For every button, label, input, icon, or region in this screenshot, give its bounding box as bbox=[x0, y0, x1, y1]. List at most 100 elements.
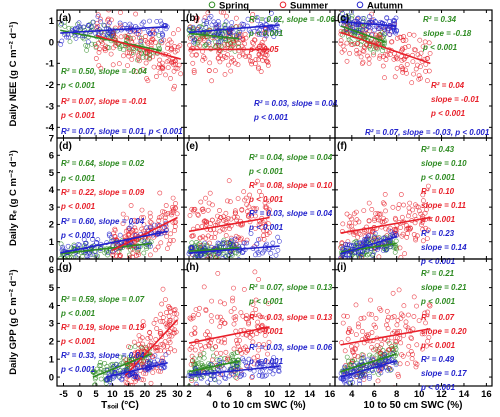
data-point bbox=[372, 231, 378, 236]
data-point bbox=[263, 29, 269, 35]
data-point bbox=[339, 241, 345, 247]
data-point bbox=[198, 242, 204, 248]
data-point bbox=[96, 50, 102, 55]
data-point bbox=[104, 31, 110, 37]
data-point bbox=[168, 346, 174, 352]
data-point bbox=[229, 55, 235, 61]
data-point bbox=[97, 27, 102, 33]
data-point bbox=[155, 347, 161, 353]
data-point bbox=[144, 225, 150, 231]
data-point bbox=[233, 374, 239, 380]
data-point bbox=[411, 314, 417, 319]
data-point bbox=[196, 25, 201, 31]
data-point bbox=[147, 210, 153, 216]
data-point bbox=[339, 49, 345, 55]
data-point bbox=[387, 52, 393, 57]
data-point bbox=[257, 236, 263, 242]
data-point bbox=[262, 55, 268, 61]
data-point bbox=[167, 238, 173, 243]
data-point bbox=[244, 332, 250, 338]
data-point bbox=[147, 224, 153, 230]
data-point bbox=[208, 13, 214, 19]
data-point bbox=[110, 62, 116, 68]
data-point bbox=[127, 21, 133, 27]
data-point bbox=[148, 214, 153, 220]
data-point bbox=[222, 22, 228, 28]
data-point bbox=[195, 312, 201, 317]
data-point bbox=[399, 352, 404, 358]
data-point bbox=[145, 335, 151, 341]
data-point bbox=[215, 270, 221, 276]
data-point bbox=[133, 360, 139, 366]
data-point bbox=[241, 240, 247, 246]
x-tick-label: 5 bbox=[93, 389, 99, 400]
data-point bbox=[195, 212, 201, 218]
data-point bbox=[405, 213, 411, 219]
data-point bbox=[275, 247, 281, 253]
data-point bbox=[221, 320, 227, 326]
data-point bbox=[111, 230, 117, 236]
data-point bbox=[425, 227, 431, 233]
data-point bbox=[425, 338, 430, 344]
x-tick-label: 4 bbox=[207, 389, 213, 400]
data-point bbox=[264, 58, 270, 64]
plot-area bbox=[338, 287, 433, 386]
data-point bbox=[397, 335, 403, 341]
data-point bbox=[233, 314, 239, 320]
data-point bbox=[379, 341, 385, 347]
data-point bbox=[375, 348, 381, 354]
data-point bbox=[240, 313, 246, 319]
stat-annotation: p < 0.001 bbox=[248, 29, 284, 38]
data-point bbox=[90, 236, 95, 242]
stat-annotation: R² = 0.23 bbox=[421, 229, 455, 238]
x-tick-label: 2 bbox=[186, 389, 191, 400]
data-point bbox=[249, 213, 254, 219]
data-point bbox=[360, 59, 366, 65]
data-point bbox=[387, 225, 393, 231]
data-point bbox=[159, 301, 165, 307]
data-point bbox=[166, 241, 172, 247]
data-point bbox=[361, 208, 367, 213]
data-point bbox=[366, 375, 372, 381]
data-point bbox=[371, 347, 376, 353]
data-point bbox=[139, 207, 145, 213]
data-point bbox=[384, 15, 390, 21]
data-point bbox=[225, 215, 231, 221]
data-point bbox=[153, 74, 159, 79]
data-point bbox=[59, 21, 64, 27]
data-point bbox=[198, 36, 204, 42]
data-point bbox=[268, 257, 274, 259]
data-point bbox=[360, 48, 366, 53]
stat-annotation: p < 0.001 bbox=[60, 111, 96, 120]
data-point bbox=[371, 322, 377, 328]
x-tick-label: 8 bbox=[394, 389, 399, 400]
data-point bbox=[252, 252, 258, 258]
stat-annotation: R² = 0.07, slope = -0.03, p < 0.001 bbox=[365, 128, 490, 137]
data-point bbox=[414, 303, 419, 309]
y-tick-label: 2 bbox=[49, 337, 54, 348]
data-point bbox=[158, 214, 164, 220]
data-point bbox=[391, 27, 397, 33]
stat-annotation: R² = 0.03, slope = 0.13 bbox=[249, 313, 333, 322]
data-point bbox=[93, 255, 99, 259]
data-point bbox=[157, 70, 163, 75]
data-point bbox=[130, 251, 136, 256]
data-point bbox=[227, 199, 233, 205]
panel-i: 4 6 8 10 12 14 16 (i) R² = 0.21 slope = 0.21 p < 0… bbox=[334, 258, 493, 400]
data-point bbox=[150, 370, 156, 375]
data-point bbox=[207, 332, 212, 338]
data-point bbox=[206, 39, 212, 45]
data-point bbox=[160, 319, 166, 324]
data-point bbox=[172, 44, 177, 49]
data-point bbox=[380, 247, 386, 253]
data-point bbox=[146, 360, 152, 366]
data-point bbox=[354, 342, 360, 348]
data-point bbox=[192, 41, 198, 46]
stat-annotation: p > 0.05 bbox=[248, 45, 279, 54]
data-point bbox=[235, 343, 241, 349]
data-point bbox=[393, 15, 399, 21]
data-point bbox=[358, 252, 364, 258]
data-point bbox=[155, 357, 160, 363]
plot-area bbox=[186, 10, 282, 84]
data-point bbox=[258, 314, 263, 320]
